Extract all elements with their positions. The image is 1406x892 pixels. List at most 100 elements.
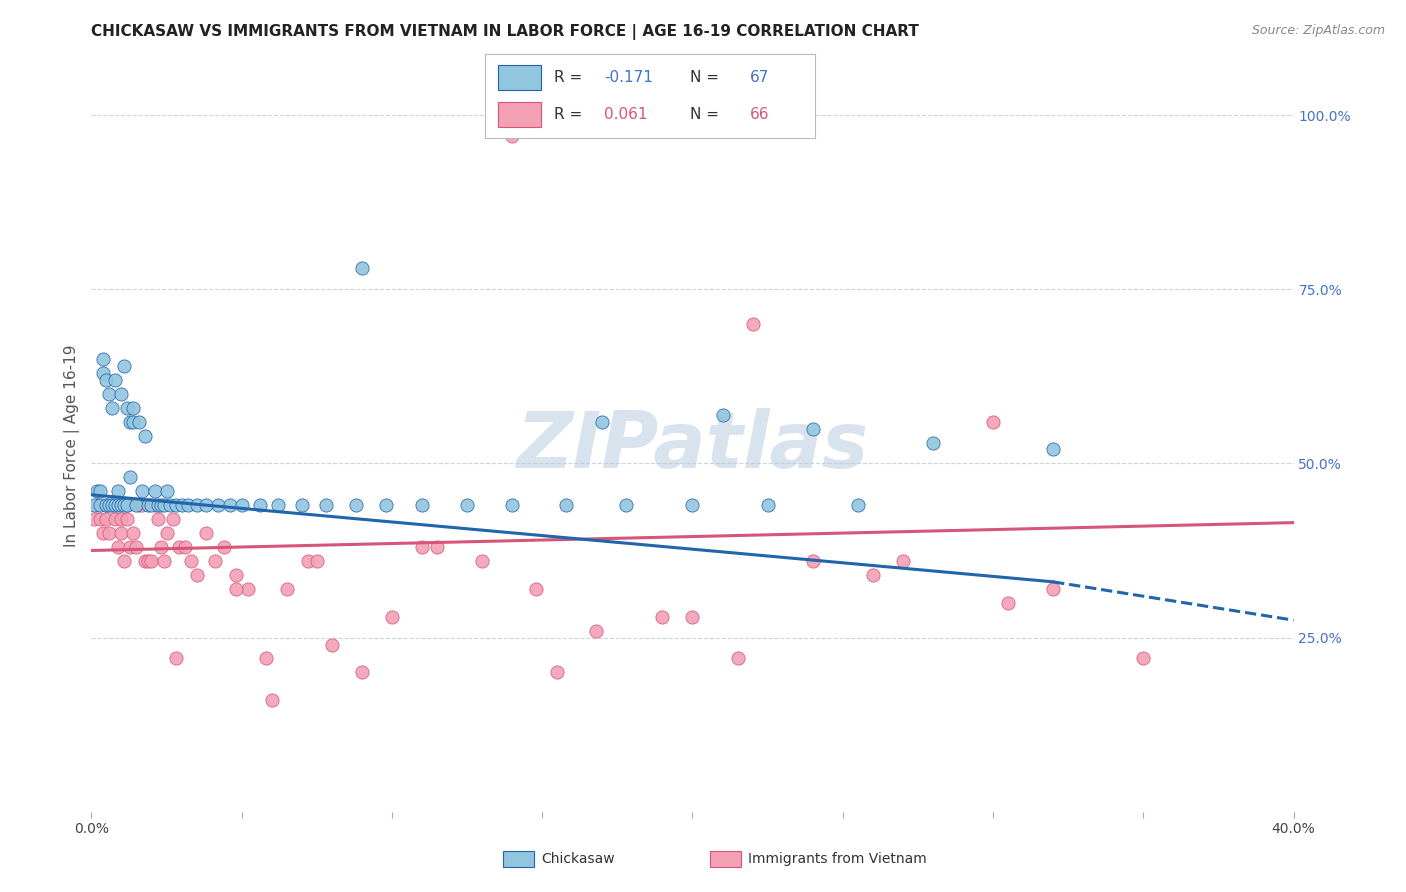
Point (249, 498, 271, 512)
Point (117, 498, 139, 512)
Point (107, 498, 129, 512)
Point (374, 498, 396, 512)
Point (110, 512, 132, 526)
Point (170, 498, 193, 512)
Text: CHICKASAW VS IMMIGRANTS FROM VIETNAM IN LABOR FORCE | AGE 16-19 CORRELATION CHAR: CHICKASAW VS IMMIGRANTS FROM VIETNAM IN … (91, 24, 920, 40)
Point (315, 498, 337, 512)
Point (89, 498, 111, 512)
Text: 67: 67 (749, 70, 769, 85)
Point (1132, 651, 1154, 665)
Point (120, 415, 142, 429)
Point (134, 428, 156, 442)
Text: 0.061: 0.061 (605, 107, 648, 122)
Point (350, 665, 373, 680)
Point (260, 693, 283, 707)
Point (212, 540, 235, 554)
Point (104, 512, 127, 526)
Point (93, 526, 115, 541)
Point (143, 484, 166, 499)
Point (98, 498, 121, 512)
Point (117, 401, 139, 415)
Point (321, 638, 343, 652)
Point (801, 421, 824, 435)
Point (456, 498, 478, 512)
Point (114, 554, 136, 568)
Point (96, 512, 118, 526)
Point (801, 554, 824, 568)
Text: ZIPatlas: ZIPatlas (516, 408, 869, 484)
Point (134, 554, 156, 568)
Point (128, 415, 150, 429)
Point (101, 401, 124, 415)
Point (207, 498, 229, 512)
Point (114, 359, 136, 373)
Point (149, 540, 172, 554)
Point (305, 554, 328, 568)
Point (173, 540, 195, 554)
Point (254, 651, 277, 665)
Point (143, 498, 166, 512)
Point (180, 554, 202, 568)
Point (89, 484, 111, 499)
Point (236, 582, 259, 596)
Point (555, 498, 578, 512)
Point (96, 498, 118, 512)
Point (138, 554, 160, 568)
Point (86, 498, 108, 512)
Point (131, 498, 153, 512)
Text: N =: N = (690, 107, 724, 122)
Point (96, 373, 118, 387)
Point (89, 512, 111, 526)
Point (350, 261, 373, 276)
Point (297, 554, 319, 568)
Point (411, 540, 433, 554)
Point (681, 498, 703, 512)
Point (122, 415, 145, 429)
Point (152, 554, 174, 568)
Point (110, 498, 132, 512)
Point (381, 609, 404, 624)
Point (651, 609, 673, 624)
Point (426, 540, 449, 554)
Point (149, 498, 172, 512)
Point (186, 567, 208, 582)
Point (846, 498, 869, 512)
Point (681, 609, 703, 624)
Point (711, 408, 734, 422)
Point (122, 401, 145, 415)
Point (104, 498, 127, 512)
Point (276, 582, 298, 596)
Point (524, 582, 547, 596)
Point (225, 582, 247, 596)
Point (159, 498, 181, 512)
Point (862, 567, 884, 582)
Point (83, 512, 105, 526)
Point (131, 484, 153, 499)
Point (291, 498, 314, 512)
Point (101, 498, 124, 512)
FancyBboxPatch shape (498, 64, 541, 90)
Point (96, 498, 118, 512)
Point (411, 498, 433, 512)
Point (120, 470, 142, 484)
Point (891, 554, 914, 568)
Point (141, 554, 163, 568)
Text: Immigrants from Vietnam: Immigrants from Vietnam (748, 852, 927, 866)
Text: -0.171: -0.171 (605, 70, 652, 85)
Point (141, 498, 163, 512)
Point (98, 386, 121, 401)
Point (922, 435, 945, 450)
Point (591, 415, 613, 429)
Point (186, 498, 208, 512)
Point (125, 540, 148, 554)
Point (120, 540, 142, 554)
Point (501, 498, 523, 512)
Text: R =: R = (554, 107, 588, 122)
Point (125, 498, 148, 512)
Point (128, 498, 150, 512)
Point (93, 351, 115, 366)
Point (146, 512, 169, 526)
Point (614, 498, 637, 512)
FancyBboxPatch shape (498, 102, 541, 128)
Point (344, 498, 367, 512)
